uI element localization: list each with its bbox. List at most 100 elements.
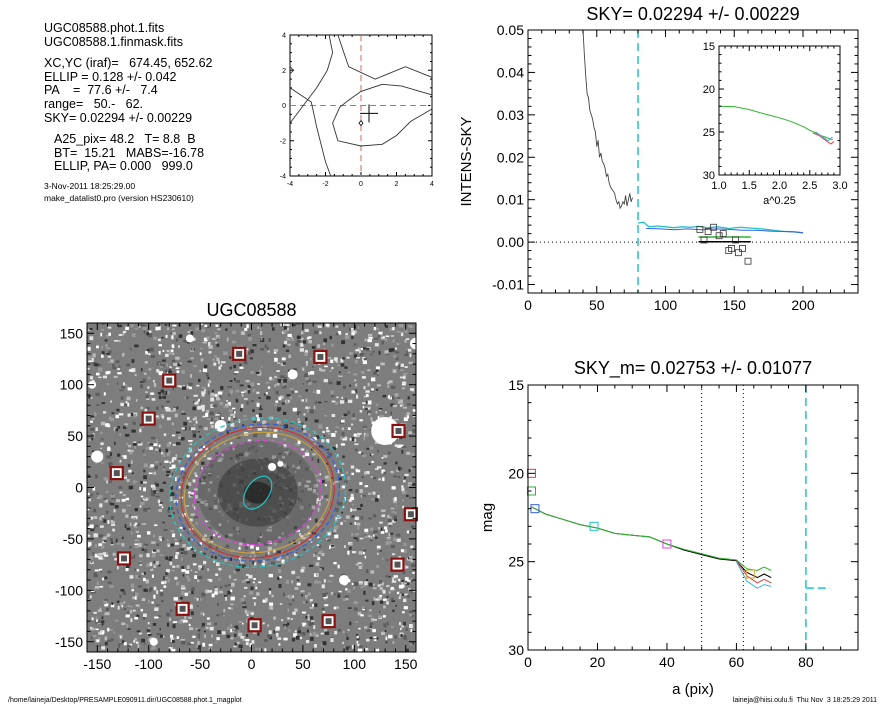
noise-pixel xyxy=(390,470,394,474)
noise-pixel xyxy=(409,556,413,559)
noise-pixel xyxy=(304,350,308,354)
noise-pixel xyxy=(381,457,384,459)
noise-pixel xyxy=(231,418,234,422)
sky-square-marker xyxy=(704,228,712,235)
noise-pixel xyxy=(143,507,148,512)
noise-pixel xyxy=(153,471,156,475)
noise-pixel xyxy=(151,647,155,650)
noise-pixel xyxy=(161,600,164,602)
mag-profile-line xyxy=(735,561,772,589)
noise-pixel xyxy=(264,599,267,603)
noise-pixel xyxy=(101,351,105,355)
noise-pixel xyxy=(201,386,207,389)
noise-pixel xyxy=(140,368,143,372)
noise-pixel xyxy=(342,357,345,360)
noise-pixel xyxy=(201,461,205,465)
noise-pixel xyxy=(116,542,121,545)
noise-pixel xyxy=(322,480,325,484)
noise-pixel xyxy=(260,331,263,335)
noise-pixel xyxy=(188,616,192,619)
noise-pixel xyxy=(136,568,140,572)
noise-pixel xyxy=(229,380,233,382)
noise-pixel xyxy=(141,597,146,602)
noise-pixel xyxy=(307,617,311,621)
noise-pixel xyxy=(391,597,394,601)
noise-pixel xyxy=(148,587,153,592)
noise-pixel xyxy=(153,564,157,568)
noise-pixel xyxy=(403,542,407,546)
noise-pixel xyxy=(163,585,167,588)
noise-pixel xyxy=(407,403,411,406)
noise-pixel xyxy=(253,554,257,559)
noise-pixel xyxy=(283,362,286,365)
noise-pixel xyxy=(326,592,328,595)
noise-pixel xyxy=(302,455,305,458)
noise-pixel xyxy=(156,604,160,606)
noise-pixel xyxy=(171,569,175,572)
noise-pixel xyxy=(360,503,363,507)
x-tick-label: -50 xyxy=(190,656,210,672)
noise-pixel xyxy=(365,646,368,649)
noise-pixel xyxy=(113,375,118,378)
noise-pixel xyxy=(123,426,127,429)
noise-pixel xyxy=(386,621,389,626)
noise-pixel xyxy=(138,585,143,588)
noise-pixel xyxy=(235,625,239,630)
noise-pixel xyxy=(207,590,213,593)
noise-pixel xyxy=(194,597,198,600)
noise-pixel xyxy=(234,626,237,628)
noise-pixel xyxy=(203,427,208,431)
noise-pixel xyxy=(362,402,366,405)
noise-pixel xyxy=(197,641,200,645)
noise-pixel xyxy=(87,507,90,511)
y-tick-label: -50 xyxy=(63,531,83,547)
noise-pixel xyxy=(198,635,201,639)
noise-pixel xyxy=(294,608,298,612)
noise-pixel xyxy=(396,469,400,472)
noise-pixel xyxy=(203,560,207,565)
noise-pixel xyxy=(207,390,210,395)
noise-pixel xyxy=(350,465,355,469)
noise-pixel xyxy=(223,608,226,613)
noise-pixel xyxy=(90,428,93,431)
noise-pixel xyxy=(192,503,194,508)
noise-pixel xyxy=(171,335,174,340)
noise-pixel xyxy=(335,517,337,521)
noise-pixel xyxy=(314,603,318,607)
noise-pixel xyxy=(181,587,186,590)
noise-pixel xyxy=(109,585,114,588)
y-tick-label: 0 xyxy=(282,103,286,110)
noise-pixel xyxy=(390,588,395,591)
noise-pixel xyxy=(390,348,395,352)
noise-pixel xyxy=(194,516,199,519)
noise-pixel xyxy=(303,548,306,551)
white-blob xyxy=(185,334,194,343)
noise-pixel xyxy=(369,627,373,630)
noise-pixel xyxy=(161,416,165,419)
noise-pixel xyxy=(125,442,129,446)
noise-pixel xyxy=(301,399,304,402)
noise-pixel xyxy=(160,389,164,393)
noise-pixel xyxy=(188,606,193,609)
noise-pixel xyxy=(384,350,389,354)
noise-pixel xyxy=(309,357,312,361)
noise-pixel xyxy=(165,407,170,412)
noise-pixel xyxy=(119,602,124,607)
noise-pixel xyxy=(199,597,202,601)
noise-pixel xyxy=(87,346,91,351)
noise-pixel xyxy=(214,394,218,397)
noise-pixel xyxy=(131,333,136,338)
noise-pixel xyxy=(91,358,94,362)
noise-pixel xyxy=(176,442,181,446)
x-tick-label: 150 xyxy=(723,297,747,313)
noise-pixel xyxy=(305,596,308,600)
noise-pixel xyxy=(342,438,347,441)
noise-pixel xyxy=(198,398,200,402)
noise-pixel xyxy=(166,612,171,617)
noise-pixel xyxy=(151,398,156,401)
noise-pixel xyxy=(248,351,251,355)
noise-pixel xyxy=(87,477,91,480)
noise-pixel xyxy=(182,544,186,548)
noise-pixel xyxy=(305,450,309,453)
